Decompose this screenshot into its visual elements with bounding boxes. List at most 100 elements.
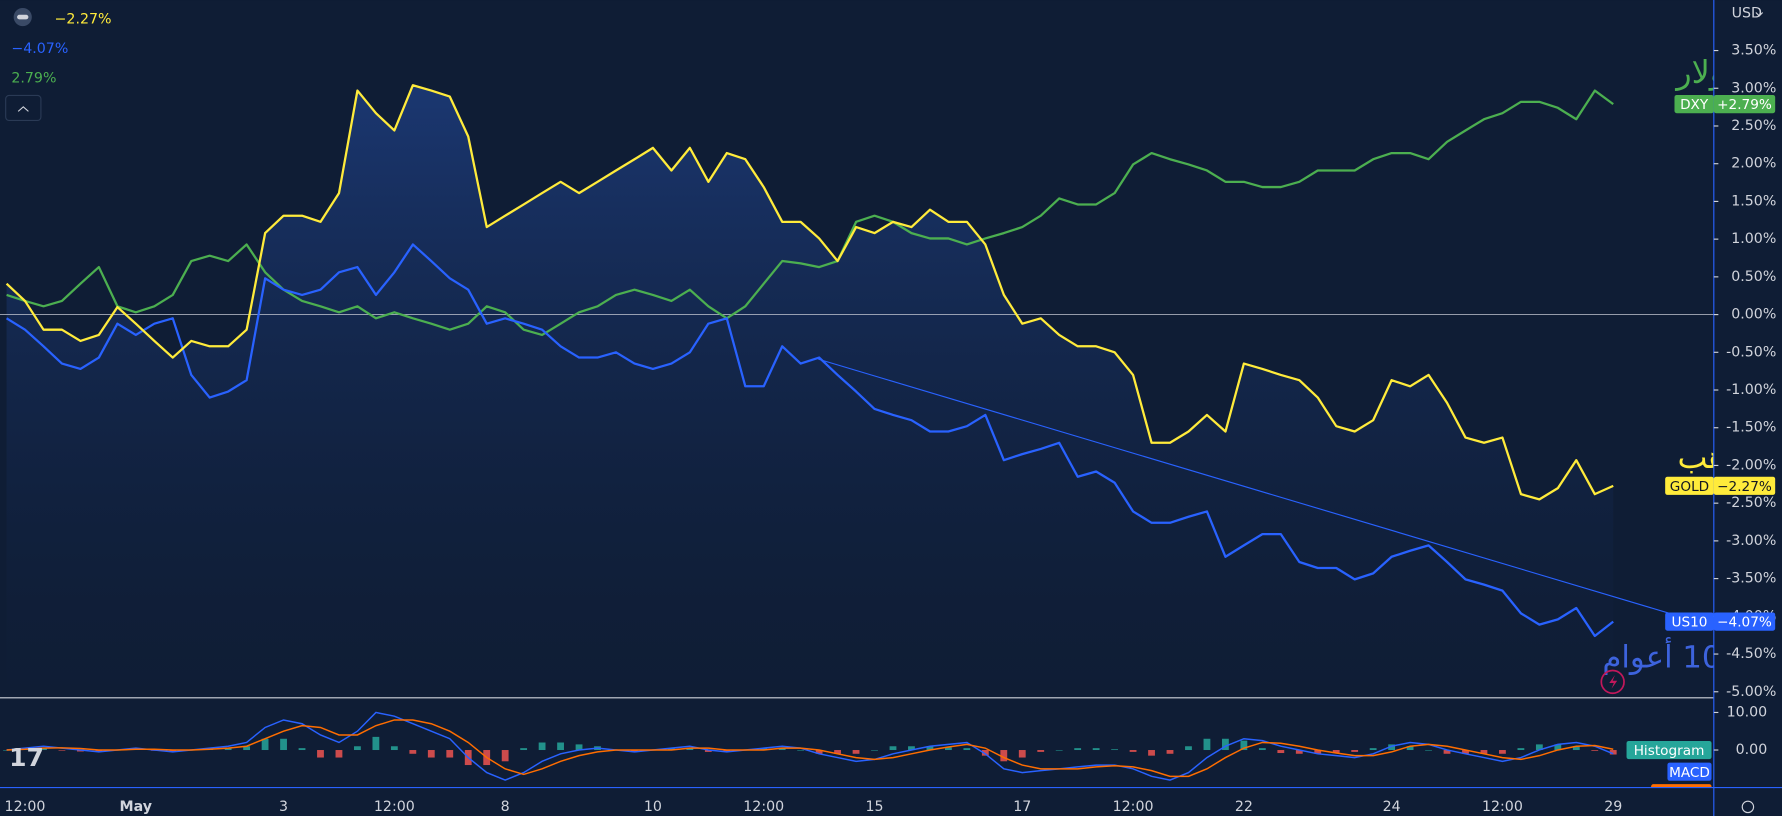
histogram-bar (335, 750, 343, 758)
legend-name: Histogram (1634, 743, 1705, 759)
histogram-bar (409, 750, 417, 754)
y-tick-label: -2.50% (1726, 495, 1776, 511)
histogram-bar (1462, 750, 1469, 754)
price-tag-name: US10 (1672, 615, 1708, 631)
series-line (5, 84, 1614, 501)
legend-tag (1626, 740, 1712, 760)
x-tick-label: 15 (865, 799, 883, 815)
histogram-bar (1480, 750, 1488, 754)
histogram-bar (76, 750, 84, 752)
histogram-bar (261, 738, 269, 751)
histogram-bar (1517, 748, 1525, 751)
x-tick-label: 3 (279, 799, 288, 815)
annotation: الذهب (1677, 438, 1760, 476)
annotation: الدولار (1674, 53, 1760, 91)
histogram-bar (981, 750, 989, 756)
histogram-bar (1203, 738, 1211, 751)
histogram-bar (1443, 750, 1451, 754)
y-tick-label: -5.00% (1726, 684, 1776, 700)
histogram-bar (1499, 750, 1506, 754)
histogram-bar (852, 750, 860, 754)
macd-line (6, 711, 1614, 781)
histogram-bar (1221, 738, 1229, 751)
macd-pane: Histogram MACD Signal (3, 711, 1712, 802)
histogram-bar (40, 748, 47, 751)
price-tag (1665, 476, 1714, 495)
legend-value: 2.79% (11, 70, 56, 86)
histogram-bar (354, 746, 361, 751)
legend-name: Signal (1660, 786, 1702, 802)
x-tick-label: 12:00 (374, 799, 415, 815)
histogram-bar (1092, 748, 1100, 751)
series-line (5, 243, 1614, 638)
histogram-bar (1554, 744, 1562, 751)
y-tick-label: 10.00 (1727, 704, 1768, 720)
histogram-bar (1406, 746, 1414, 751)
price-tag (1665, 612, 1714, 631)
histogram-bar (390, 746, 398, 751)
series-icon-glyph (17, 14, 29, 20)
settings-icon[interactable] (1741, 800, 1755, 814)
price-tag-label: −2.27% (1717, 479, 1772, 495)
histogram-bar (944, 747, 952, 751)
y-tick-label: 2.50% (1731, 118, 1776, 134)
histogram-bar (280, 738, 287, 751)
histogram-bar (815, 750, 823, 754)
y-tick-label: -1.00% (1726, 382, 1776, 398)
histogram-bar (686, 748, 694, 751)
x-tick-label: 12:00 (1113, 799, 1154, 815)
histogram-bar (1425, 750, 1432, 751)
histogram-bar (1129, 750, 1137, 752)
histogram-bar (1332, 750, 1340, 753)
histogram-bar (1055, 750, 1063, 751)
legend-value: −2.27% (55, 11, 112, 27)
histogram-bar (667, 748, 675, 751)
y-tick-label: -2.00% (1726, 457, 1776, 473)
series-line (6, 89, 1614, 337)
histogram-bar (501, 750, 509, 762)
x-tick-label: 22 (1235, 799, 1253, 815)
histogram-bar (1369, 748, 1377, 751)
histogram-bar (538, 742, 546, 751)
legend-tag (1651, 784, 1712, 788)
histogram-bar (760, 748, 768, 751)
price-tag-value (1713, 95, 1776, 114)
price-tag (1674, 95, 1714, 114)
histogram-bar (1185, 746, 1192, 751)
y-tick-label: 0.00 (1736, 742, 1768, 758)
y-tick-label: -4.50% (1726, 646, 1776, 662)
x-tick-label: 10 (644, 799, 662, 815)
histogram-bar (224, 748, 232, 751)
y-tick-label: -0.50% (1726, 344, 1776, 360)
alert-icon[interactable] (1600, 669, 1625, 695)
y-tick-label: 0.50% (1731, 269, 1776, 285)
histogram-bar (1111, 749, 1119, 751)
collapse-button[interactable] (5, 94, 42, 122)
x-tick-label: May (120, 799, 153, 815)
histogram-bar (1148, 750, 1155, 756)
histogram-bar (889, 746, 897, 751)
y-tick-label: -3.00% (1726, 533, 1776, 549)
histogram-bar (631, 750, 638, 752)
x-tick-label: 8 (501, 799, 510, 815)
y-tick-label: 2.00% (1731, 156, 1776, 172)
histogram-bar (243, 746, 251, 751)
histogram-bar (926, 746, 934, 751)
histogram-bar (95, 750, 103, 752)
legend-tag (1667, 762, 1712, 781)
histogram-bar (1351, 750, 1359, 752)
histogram-bar (1074, 748, 1082, 751)
x-tick-label: 12:00 (743, 799, 784, 815)
histogram-bar (723, 750, 731, 752)
legend-name: MACD (1669, 765, 1710, 781)
currency[interactable]: USD (1732, 6, 1762, 22)
histogram-bar (298, 748, 306, 751)
logo: 17 (9, 743, 44, 772)
histogram-bar (317, 750, 324, 758)
histogram-bar (520, 748, 528, 751)
annotation: عائدات السندات الأجلة لـ 10 أعوام (1602, 637, 1782, 676)
histogram-bar (1388, 744, 1396, 751)
histogram-bar (372, 736, 380, 751)
